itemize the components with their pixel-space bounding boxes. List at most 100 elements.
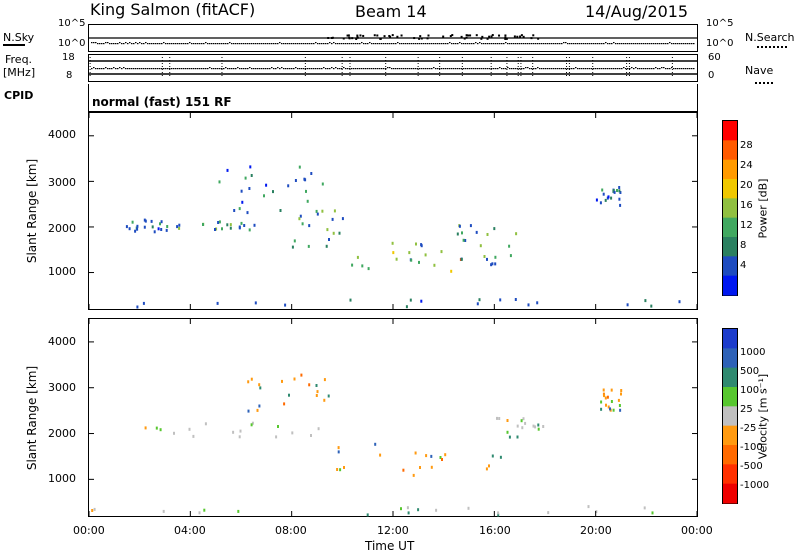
nsky-spike — [519, 35, 522, 38]
nave-trace — [645, 68, 647, 70]
nave-trace — [595, 68, 597, 70]
nave-trace — [113, 67, 115, 69]
nsearch-trace — [343, 43, 345, 45]
nave-trace — [447, 68, 449, 70]
nave-trace — [675, 68, 677, 70]
nsearch-trace — [391, 43, 393, 45]
nave-trace — [417, 68, 419, 70]
nave-tick-low: 0 — [708, 70, 715, 81]
nsearch-trace — [491, 43, 493, 45]
nsearch-trace — [105, 42, 107, 44]
nave-trace — [409, 68, 411, 70]
x-tick: 16:00 — [479, 524, 511, 537]
nave-trace — [629, 68, 631, 70]
velocity-colorbar-segment — [723, 367, 737, 388]
power-echo-cell — [249, 165, 252, 169]
nsearch-trace — [583, 43, 585, 45]
nsearch-trace — [241, 43, 243, 45]
nave-trace — [531, 68, 533, 70]
nsearch-trace — [175, 43, 177, 45]
velocity-echo-cell — [402, 468, 405, 472]
power-echo-cell — [464, 239, 467, 242]
power-echo-cell — [253, 223, 256, 227]
velocity-echo-cell — [327, 394, 330, 398]
nsearch-trace — [277, 43, 279, 45]
nave-trace — [231, 68, 233, 70]
velocity-ytick: 2000 — [48, 427, 76, 440]
power-echo-cell — [214, 228, 216, 231]
nave-trace — [383, 68, 385, 70]
nave-trace — [509, 68, 511, 70]
power-echo-cell — [284, 303, 287, 307]
nave-trace — [615, 68, 617, 70]
power-colorbar-segment — [723, 179, 737, 199]
nave-trace — [119, 67, 121, 69]
power-echo-cell — [493, 227, 496, 231]
power-echo-cell — [420, 299, 423, 303]
nave-trace — [235, 68, 237, 70]
power-echo-cell — [420, 243, 423, 247]
nsearch-trace — [595, 43, 597, 45]
nave-trace — [205, 68, 207, 70]
nsearch-trace — [529, 43, 531, 45]
power-echo-cell — [142, 301, 145, 305]
nave-trace — [555, 68, 557, 70]
nave-trace — [255, 68, 257, 70]
nsearch-trace — [173, 43, 175, 45]
nave-trace — [331, 67, 333, 69]
nsearch-trace — [193, 43, 195, 45]
nave-trace — [631, 67, 633, 69]
nave-trace — [203, 68, 205, 70]
velocity-echo-cell — [291, 431, 294, 435]
velocity-echo-cell — [250, 423, 253, 427]
nave-trace — [513, 68, 515, 70]
power-echo-cell — [607, 195, 610, 199]
nsearch-trace — [237, 43, 239, 45]
nave-trace — [289, 68, 291, 70]
nsky-spike — [465, 34, 468, 37]
nsearch-trace — [269, 43, 271, 45]
nave-trace — [317, 68, 319, 70]
nsearch-trace — [393, 43, 395, 45]
nsearch-trace — [593, 43, 595, 45]
power-echo-cell — [215, 227, 218, 231]
nave-trace — [211, 68, 213, 70]
nsearch-trace — [325, 43, 327, 45]
velocity-echo-cell — [400, 507, 402, 511]
nsearch-trace — [425, 43, 427, 45]
velocity-echo-cell — [496, 416, 498, 420]
nsearch-trace — [501, 43, 503, 45]
nsearch-trace — [657, 43, 659, 45]
nsearch-trace — [243, 43, 245, 45]
velocity-echo-cell — [277, 425, 279, 428]
power-cb-tick: 12 — [740, 220, 753, 231]
nsearch-tick-low: 10^0 — [706, 38, 734, 49]
nsearch-trace — [423, 43, 425, 45]
velocity-echo-cell — [379, 453, 382, 457]
nsearch-trace — [687, 43, 689, 45]
nsearch-trace — [205, 42, 207, 44]
velocity-echo-cell — [497, 511, 500, 515]
power-echo-cell — [298, 165, 301, 169]
velocity-echo-cell — [198, 511, 201, 515]
velocity-echo-cell — [491, 454, 494, 458]
power-echo-cell — [332, 231, 335, 235]
velocity-echo-cell — [308, 383, 311, 387]
nave-trace — [663, 67, 665, 69]
nsearch-trace — [513, 43, 515, 45]
power-cb-tick: 8 — [740, 240, 747, 251]
nave-trace — [467, 68, 469, 70]
nsearch-trace — [231, 43, 233, 45]
nave-trace — [199, 68, 201, 70]
nsearch-trace — [445, 43, 447, 45]
velocity-cb-tick: -1000 — [740, 480, 770, 491]
power-echo-cell — [248, 187, 251, 190]
nave-trace — [597, 68, 599, 70]
power-echo-cell — [202, 223, 204, 226]
nave-trace — [257, 68, 259, 70]
nave-trace — [315, 68, 317, 70]
nsky-spike — [400, 34, 403, 37]
power-echo-cell — [301, 222, 304, 226]
nave-trace — [677, 68, 679, 70]
nsky-spike — [532, 34, 535, 37]
